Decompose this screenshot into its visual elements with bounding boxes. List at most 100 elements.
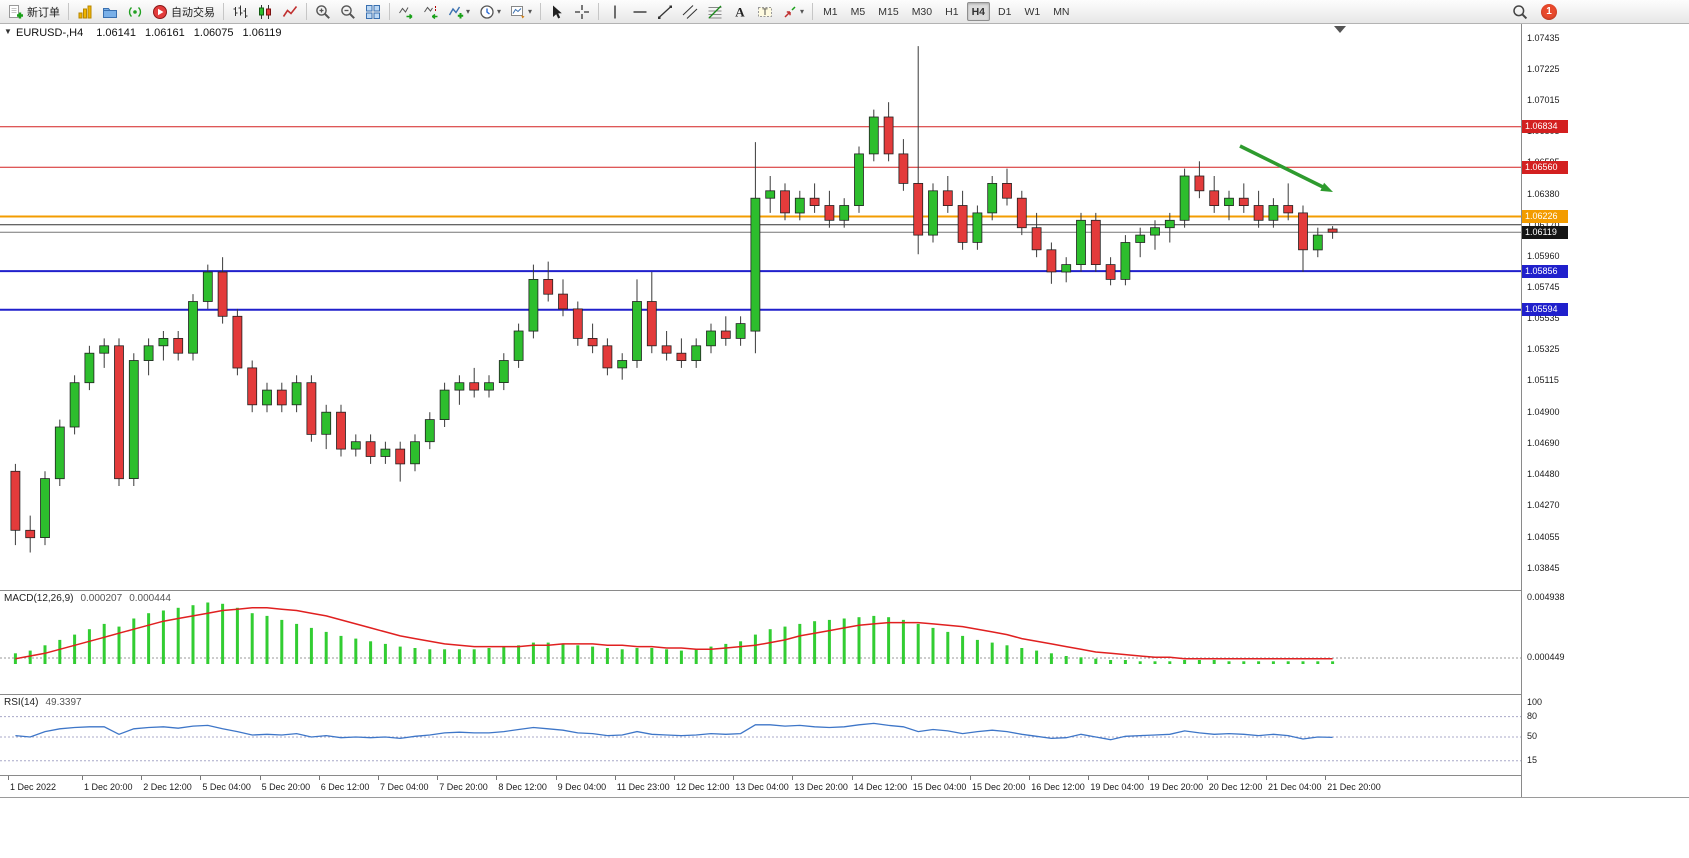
fibonacci-button[interactable] bbox=[703, 1, 727, 22]
timeframe-m1[interactable]: M1 bbox=[823, 5, 838, 18]
price-axis-label: 1.04900 bbox=[1527, 407, 1560, 418]
dropdown-caret-icon: ▾ bbox=[800, 7, 805, 16]
trend-arrow-annotation[interactable] bbox=[1239, 144, 1333, 192]
rsi-chart[interactable] bbox=[0, 695, 1521, 775]
channel-icon bbox=[682, 4, 698, 20]
timeframe-h1[interactable]: H1 bbox=[945, 5, 959, 18]
zoom-out-button[interactable] bbox=[336, 1, 360, 22]
periods-button[interactable]: ▾ bbox=[475, 1, 505, 22]
rsi-axis-label: 50 bbox=[1527, 731, 1538, 741]
time-axis-label: 7 Dec 04:00 bbox=[380, 782, 429, 792]
timeframe-h4[interactable]: H4 bbox=[966, 2, 990, 21]
search-icon bbox=[1512, 4, 1528, 20]
text-icon: A bbox=[732, 4, 748, 20]
price-axis-label: 1.03845 bbox=[1527, 562, 1560, 573]
time-axis-label: 8 Dec 12:00 bbox=[498, 782, 547, 792]
price-chart-panel[interactable]: ▼ EURUSD-,H4 1.06141 1.06161 1.06075 1.0… bbox=[0, 24, 1521, 590]
arrows-button[interactable]: ▾ bbox=[778, 1, 808, 22]
new-chart-button[interactable] bbox=[73, 1, 97, 22]
price-tag: 1.06119 bbox=[1522, 225, 1568, 239]
community-icon bbox=[127, 4, 143, 20]
search-button[interactable] bbox=[1510, 2, 1530, 22]
chart-shift-marker-icon[interactable] bbox=[1334, 26, 1346, 33]
close-price: 1.06119 bbox=[242, 27, 282, 39]
time-axis-tick bbox=[674, 776, 675, 780]
macd-histogram bbox=[13, 602, 1335, 664]
auto-scroll-button[interactable] bbox=[394, 1, 418, 22]
templates-button[interactable]: ▾ bbox=[506, 1, 536, 22]
toolbar-separator bbox=[389, 3, 390, 20]
time-axis-label: 13 Dec 04:00 bbox=[735, 782, 789, 792]
community-button[interactable] bbox=[123, 1, 147, 22]
time-axis-tick bbox=[970, 776, 971, 780]
price-axis-label: 1.04480 bbox=[1527, 469, 1560, 480]
text-label-icon: T bbox=[757, 4, 773, 20]
bar-chart-button[interactable] bbox=[228, 1, 252, 22]
price-axis-label: 1.05745 bbox=[1527, 282, 1560, 293]
price-axis-label: 1.06170 bbox=[1527, 219, 1560, 230]
timeframe-m15[interactable]: M15 bbox=[878, 5, 899, 18]
time-axis: 1 Dec 2022 1 Dec 20:00 2 Dec 12:00 5 Dec 04… bbox=[0, 775, 1521, 797]
time-axis-tick bbox=[910, 776, 912, 780]
timeframe-w1[interactable]: W1 bbox=[1024, 5, 1041, 18]
autotrading-button[interactable]: 自动交易 bbox=[148, 1, 219, 22]
dropdown-caret-icon: ▾ bbox=[466, 7, 471, 16]
svg-text:T: T bbox=[762, 6, 768, 16]
text-button[interactable]: A bbox=[728, 1, 752, 22]
time-axis-label: 9 Dec 04:00 bbox=[557, 782, 607, 792]
new-order-button[interactable]: 新订单 bbox=[4, 1, 64, 22]
rsi-line bbox=[15, 722, 1333, 741]
timeframe-d1[interactable]: D1 bbox=[998, 5, 1012, 18]
timeframe-mn[interactable]: MN bbox=[1053, 5, 1070, 18]
toolbar-separator bbox=[812, 3, 814, 20]
profiles-button[interactable] bbox=[98, 1, 122, 22]
text-label-button[interactable]: T bbox=[753, 1, 777, 22]
time-axis-label: 1 Dec 2022 bbox=[10, 782, 57, 792]
cursor-icon bbox=[549, 4, 565, 20]
time-axis-tick bbox=[141, 776, 143, 780]
price-axis-label: 1.04270 bbox=[1527, 500, 1560, 511]
vertical-line-icon bbox=[607, 4, 623, 20]
notifications-badge[interactable]: 1 bbox=[1541, 3, 1557, 20]
crosshair-button[interactable] bbox=[570, 1, 594, 22]
trendline-icon bbox=[657, 4, 673, 20]
new-chart-icon bbox=[77, 4, 93, 20]
macd-signal-line bbox=[15, 607, 1333, 660]
candlestick-chart-button[interactable] bbox=[253, 1, 277, 22]
macd-panel[interactable]: MACD(12,26,9) 0.000207 0.000444 bbox=[0, 590, 1521, 694]
trendline-button[interactable] bbox=[653, 1, 677, 22]
equidistant-channel-button[interactable] bbox=[678, 1, 702, 22]
dropdown-caret-icon: ▾ bbox=[497, 7, 502, 16]
one-click-trading-toggle-icon[interactable]: ▼ bbox=[4, 27, 12, 36]
macd-value-main: 0.000207 bbox=[80, 593, 123, 604]
macd-chart[interactable] bbox=[0, 591, 1521, 694]
chart-shift-button[interactable] bbox=[419, 1, 443, 22]
cursor-button[interactable] bbox=[545, 1, 569, 22]
price-chart[interactable] bbox=[0, 24, 1521, 590]
time-axis-tick bbox=[8, 776, 9, 780]
macd-label: MACD(12,26,9) 0.000207 0.000444 bbox=[4, 593, 171, 604]
tile-windows-button[interactable] bbox=[361, 1, 385, 22]
time-axis-tick bbox=[437, 776, 439, 780]
tile-windows-icon bbox=[365, 4, 381, 20]
time-axis-label: 13 Dec 20:00 bbox=[794, 782, 848, 792]
candle-chart-icon bbox=[257, 4, 273, 20]
timeframe-m30[interactable]: M30 bbox=[911, 5, 933, 18]
timeframe-m5[interactable]: M5 bbox=[850, 5, 866, 18]
rsi-panel[interactable]: RSI(14) 49.3397 bbox=[0, 694, 1521, 775]
indicators-button[interactable]: ▾ bbox=[444, 1, 474, 22]
line-chart-icon bbox=[282, 4, 298, 20]
horizontal-line-button[interactable] bbox=[628, 1, 652, 22]
price-axis-label: 1.05325 bbox=[1527, 344, 1560, 355]
chart-window: ▼ EURUSD-,H4 1.06141 1.06161 1.06075 1.0… bbox=[0, 24, 1689, 798]
low-price: 1.06075 bbox=[193, 27, 234, 39]
time-axis-label: 7 Dec 20:00 bbox=[439, 782, 488, 792]
time-axis-tick bbox=[1029, 776, 1031, 780]
time-axis-label: 20 Dec 12:00 bbox=[1208, 782, 1263, 792]
time-axis-label: 21 Dec 04:00 bbox=[1268, 782, 1322, 792]
zoom-in-icon bbox=[315, 4, 331, 20]
vertical-line-button[interactable] bbox=[603, 1, 627, 22]
time-axis-label: 2 Dec 12:00 bbox=[143, 782, 192, 792]
line-chart-button[interactable] bbox=[278, 1, 302, 22]
zoom-in-button[interactable] bbox=[311, 1, 335, 22]
